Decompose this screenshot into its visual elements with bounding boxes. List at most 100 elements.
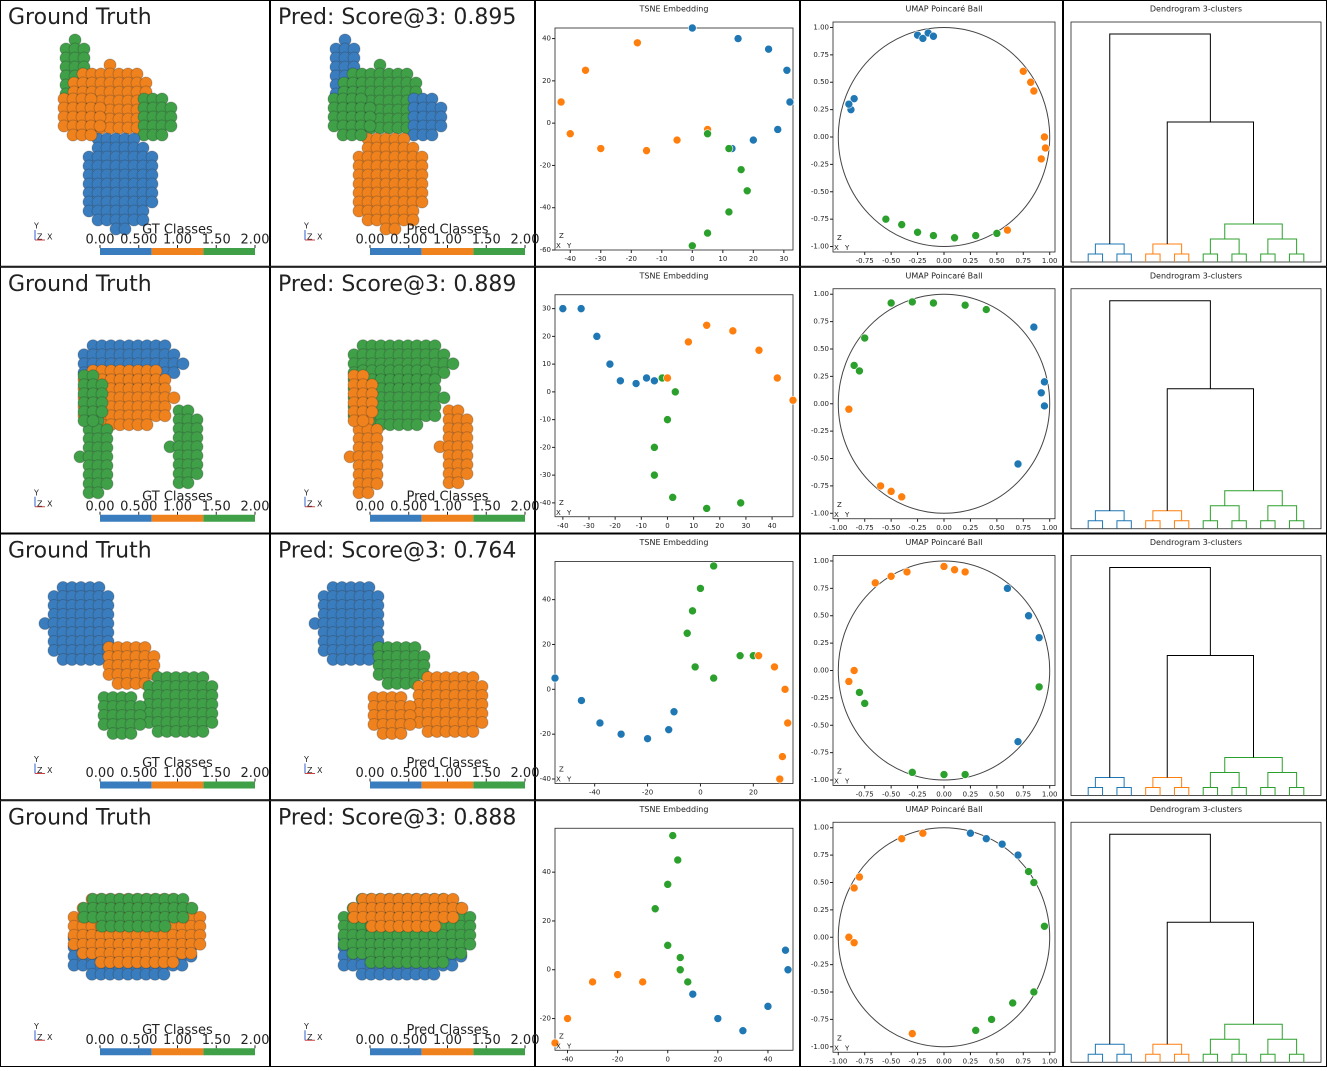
scatter-point <box>849 938 859 948</box>
dendrogram-link <box>1173 1053 1190 1063</box>
y-tick-label: -0.50 <box>811 455 829 463</box>
scatter-point <box>764 44 773 54</box>
colorbar-tick-label: 0.00 <box>86 766 115 781</box>
colorbar-segment <box>421 514 474 522</box>
panel-title: Pred: Score@3: 0.888 <box>278 805 516 830</box>
panel-border <box>0 533 270 801</box>
triad-label: X <box>834 244 839 252</box>
point-sphere <box>455 901 469 915</box>
y-tick-label: -1.00 <box>811 776 829 784</box>
colorbar-segment <box>370 781 422 789</box>
colorbar-label: Pred Classes <box>406 223 488 238</box>
point-sphere <box>365 405 379 419</box>
x-tick-label: -0.75 <box>856 791 874 799</box>
dendrogram-link <box>1087 1053 1104 1063</box>
dendrogram-link <box>1209 238 1240 254</box>
scatter-point <box>749 135 758 145</box>
scatter-point <box>565 129 575 139</box>
colorbar-tick-label: 1.00 <box>163 766 192 781</box>
y-tick-label: 20 <box>542 77 551 85</box>
scatter-point <box>1003 584 1012 593</box>
scatter-point <box>613 970 622 979</box>
scatter-point <box>849 666 859 675</box>
point-sphere <box>454 946 468 960</box>
triad-label: Z <box>37 766 43 775</box>
scatter-point <box>929 31 938 41</box>
y-tick-label: 1.00 <box>813 824 829 832</box>
triad-label: Z <box>837 501 842 509</box>
scatter-point <box>631 379 641 388</box>
point-cloud-render <box>73 339 204 500</box>
y-tick-label: 30 <box>542 305 551 313</box>
panel-border <box>800 266 1063 534</box>
triad-label: X <box>834 1044 839 1052</box>
y-tick-label: 20 <box>542 332 551 340</box>
scatter-point <box>703 129 712 139</box>
colorbar-tick-label: 0.500 <box>120 233 157 248</box>
point-sphere <box>84 128 98 142</box>
scatter-point <box>783 965 793 975</box>
scatter-point <box>939 562 949 571</box>
scatter-point <box>997 839 1007 849</box>
dendrogram-link <box>1231 787 1247 796</box>
scatter-point <box>849 94 859 103</box>
scatter-point <box>1013 850 1023 860</box>
colorbar-tick-label: 2.00 <box>511 766 540 781</box>
scatter-point <box>742 186 752 196</box>
triad-label: Y <box>33 488 39 497</box>
point-sphere <box>394 727 408 740</box>
y-tick-label: -40 <box>540 204 551 212</box>
dendrogram-link <box>1094 243 1125 254</box>
panel-title: Pred: Score@3: 0.889 <box>278 272 516 297</box>
scatter-point <box>735 651 745 660</box>
y-tick-label: 40 <box>542 596 551 604</box>
scatter-point <box>960 567 970 577</box>
scatter-point <box>1036 154 1046 164</box>
point-cloud-render <box>67 892 207 981</box>
scatter-point <box>709 673 718 683</box>
scatter-point <box>702 504 711 513</box>
chart-title: Dendrogram 3-clusters <box>1150 5 1242 14</box>
scatter-point <box>855 872 864 882</box>
x-tick-label: 0.25 <box>963 1057 979 1065</box>
triad-label: X <box>317 499 323 508</box>
dendrogram-link <box>1202 1053 1219 1063</box>
x-tick-label: 0.50 <box>989 791 1005 799</box>
scatter-point <box>663 415 672 424</box>
scatter-point <box>1034 682 1044 692</box>
scatter-point <box>581 65 590 75</box>
y-tick-label: 0.75 <box>813 851 829 859</box>
colorbar-segment <box>203 781 255 789</box>
y-tick-label: -0.75 <box>811 1015 829 1023</box>
scatter-point <box>844 99 854 109</box>
scatter-point <box>950 233 959 243</box>
scatter-point <box>690 662 700 672</box>
y-tick-label: 0.75 <box>813 51 829 59</box>
scatter-point <box>558 304 568 313</box>
colorbar-tick-label: 1.50 <box>202 1033 231 1048</box>
scatter-point <box>673 855 683 865</box>
x-tick-label: -10 <box>656 255 667 263</box>
plot-frame <box>1070 21 1322 263</box>
dendrogram-link <box>1166 921 1254 1045</box>
x-tick-label: -0.50 <box>882 257 900 265</box>
panel-title: Ground Truth <box>8 805 152 830</box>
dendrogram-link <box>1288 1053 1305 1063</box>
dendrogram-link <box>1224 1023 1283 1040</box>
scatter-point <box>738 1026 748 1036</box>
scatter-point <box>778 752 787 761</box>
colorbar-tick-label: 1.50 <box>472 233 501 248</box>
y-tick-label: 0.50 <box>813 345 829 353</box>
y-tick-label: 0.00 <box>813 667 829 675</box>
y-tick-label: 0.25 <box>813 906 829 914</box>
y-tick-label: -0.25 <box>811 160 829 168</box>
chart-title: TSNE Embedding <box>639 805 709 814</box>
dendrogram-link <box>1145 253 1161 262</box>
scatter-point <box>550 673 560 683</box>
point-sphere <box>176 357 190 371</box>
scatter-point <box>736 165 746 174</box>
scatter-point <box>971 231 981 240</box>
triad-label: X <box>834 778 839 786</box>
scatter-point <box>596 144 606 153</box>
point-sphere <box>176 910 190 924</box>
